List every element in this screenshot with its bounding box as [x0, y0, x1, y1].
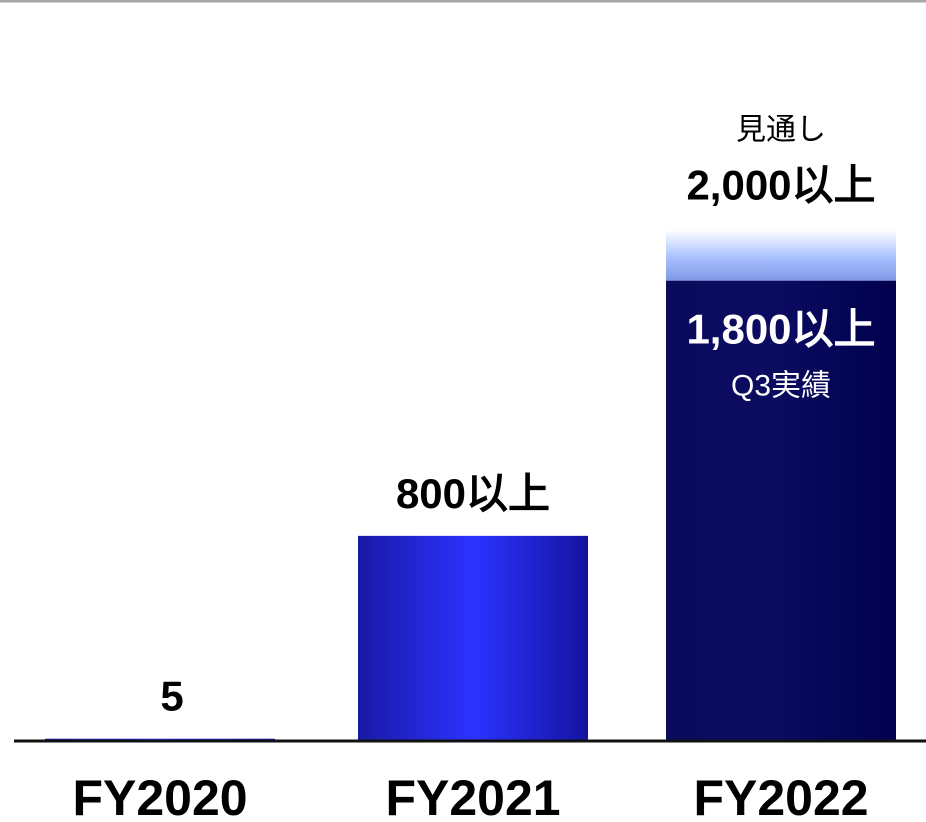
x-tick-label-fy2020: FY2020 [72, 770, 247, 822]
bar-fy2021 [358, 535, 588, 740]
value-label-fy2021: 800以上 [396, 470, 550, 517]
forecast-value-label: 2,000以上 [686, 162, 875, 209]
forecast-caption: 見通し [736, 114, 826, 147]
value-label-fy2020: 5 [160, 673, 183, 720]
bar-fy2022 [666, 280, 896, 740]
bar-fy2020 [45, 738, 275, 740]
value-label-fy2022: 1,800以上 [686, 306, 875, 353]
x-tick-label-fy2022: FY2022 [693, 770, 868, 822]
x-tick-label-fy2021: FY2021 [385, 770, 560, 822]
inner-caption: Q3実績 [731, 370, 831, 403]
bar-forecast-fy2022 [666, 229, 896, 281]
